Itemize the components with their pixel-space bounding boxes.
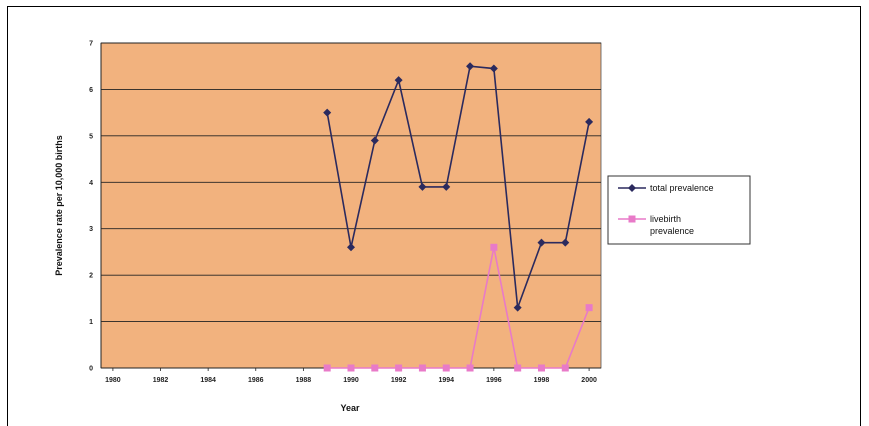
data-point	[466, 62, 475, 71]
legend-items: total prevalence livebirth prevalence	[618, 183, 714, 236]
data-point	[537, 238, 546, 247]
data-point	[489, 64, 498, 73]
gridlines	[101, 42, 601, 323]
legend-item: total prevalence	[618, 183, 714, 193]
x-tick-label: 1988	[296, 377, 312, 384]
legend-label: total prevalence	[650, 183, 714, 193]
x-tick-label: 1990	[343, 377, 359, 384]
data-point	[442, 182, 451, 191]
data-point	[585, 117, 594, 126]
data-point	[513, 303, 522, 312]
series-total-prevalence	[323, 62, 594, 312]
data-point	[537, 364, 545, 372]
legend-marker	[628, 215, 636, 223]
data-point	[466, 364, 474, 372]
data-point	[418, 182, 427, 191]
data-point	[561, 238, 570, 247]
data-point	[561, 364, 569, 372]
data-point	[585, 304, 593, 312]
x-tick-label: 1996	[486, 377, 502, 384]
y-tick-label: 0	[89, 366, 93, 373]
x-tick-label: 1994	[438, 377, 454, 384]
x-tick-label: 1984	[200, 377, 216, 384]
data-point	[347, 364, 355, 372]
x-tick-labels: 1980 1982 1984 1986 1988 1990 1992 1994 1996 1998…	[105, 377, 597, 384]
data-point	[514, 364, 522, 372]
x-tick-label: 1992	[391, 377, 407, 384]
data-point	[370, 136, 379, 145]
data-point	[442, 364, 450, 372]
legend-marker	[628, 184, 636, 192]
y-tick-label: 3	[89, 226, 93, 233]
y-tick-label: 4	[89, 180, 93, 187]
x-tick-label: 2000	[581, 377, 597, 384]
data-point	[347, 243, 355, 252]
data-point	[418, 364, 426, 372]
series-line	[327, 247, 590, 369]
legend: total prevalence livebirth prevalence	[607, 175, 751, 245]
data-point	[394, 76, 403, 85]
data-point	[395, 364, 403, 372]
data-point	[371, 364, 379, 372]
x-axis-title: Year	[340, 403, 360, 413]
y-tick-label: 7	[89, 41, 93, 48]
y-tick-label: 2	[89, 273, 93, 280]
x-tick-label: 1980	[105, 377, 121, 384]
x-tick-label: 1986	[248, 377, 264, 384]
legend-label: livebirth prevalence	[650, 214, 694, 236]
data-point	[323, 108, 332, 117]
plot-area	[100, 42, 602, 369]
data-point	[323, 364, 331, 372]
legend-item: livebirth prevalence	[618, 214, 694, 236]
x-tick-label: 1982	[153, 377, 169, 384]
chart-frame	[7, 6, 861, 426]
y-tick-label: 5	[89, 133, 93, 140]
data-point	[490, 243, 498, 251]
y-tick-label: 6	[89, 87, 93, 94]
y-tick-label: 1	[89, 319, 93, 326]
y-axis-title: Prevalence rate per 10,000 births	[54, 135, 64, 276]
y-tick-labels: 0 1 2 3 4 5 6 7	[89, 41, 93, 373]
series-livebirth-prevalence	[323, 243, 593, 372]
series-group	[323, 62, 594, 372]
x-tick-label: 1998	[534, 377, 550, 384]
